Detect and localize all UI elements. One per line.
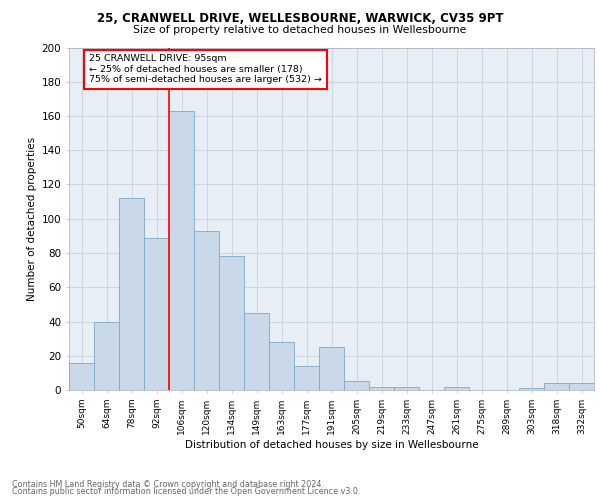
Bar bbox=[444, 386, 469, 390]
Bar bbox=[569, 383, 594, 390]
Text: 25 CRANWELL DRIVE: 95sqm
← 25% of detached houses are smaller (178)
75% of semi-: 25 CRANWELL DRIVE: 95sqm ← 25% of detach… bbox=[89, 54, 322, 84]
Bar bbox=[219, 256, 244, 390]
Text: 25, CRANWELL DRIVE, WELLESBOURNE, WARWICK, CV35 9PT: 25, CRANWELL DRIVE, WELLESBOURNE, WARWIC… bbox=[97, 12, 503, 26]
Text: Contains HM Land Registry data © Crown copyright and database right 2024.: Contains HM Land Registry data © Crown c… bbox=[12, 480, 324, 489]
Bar bbox=[119, 198, 144, 390]
Bar bbox=[294, 366, 319, 390]
Bar bbox=[244, 313, 269, 390]
Bar bbox=[194, 230, 219, 390]
Bar bbox=[94, 322, 119, 390]
Bar bbox=[344, 382, 369, 390]
Bar bbox=[394, 386, 419, 390]
Bar bbox=[544, 383, 569, 390]
Bar bbox=[169, 111, 194, 390]
X-axis label: Distribution of detached houses by size in Wellesbourne: Distribution of detached houses by size … bbox=[185, 440, 478, 450]
Bar bbox=[69, 362, 94, 390]
Bar bbox=[269, 342, 294, 390]
Bar bbox=[519, 388, 544, 390]
Bar bbox=[319, 347, 344, 390]
Text: Size of property relative to detached houses in Wellesbourne: Size of property relative to detached ho… bbox=[133, 25, 467, 35]
Bar bbox=[144, 238, 169, 390]
Text: Contains public sector information licensed under the Open Government Licence v3: Contains public sector information licen… bbox=[12, 487, 361, 496]
Bar bbox=[369, 386, 394, 390]
Y-axis label: Number of detached properties: Number of detached properties bbox=[28, 136, 37, 301]
